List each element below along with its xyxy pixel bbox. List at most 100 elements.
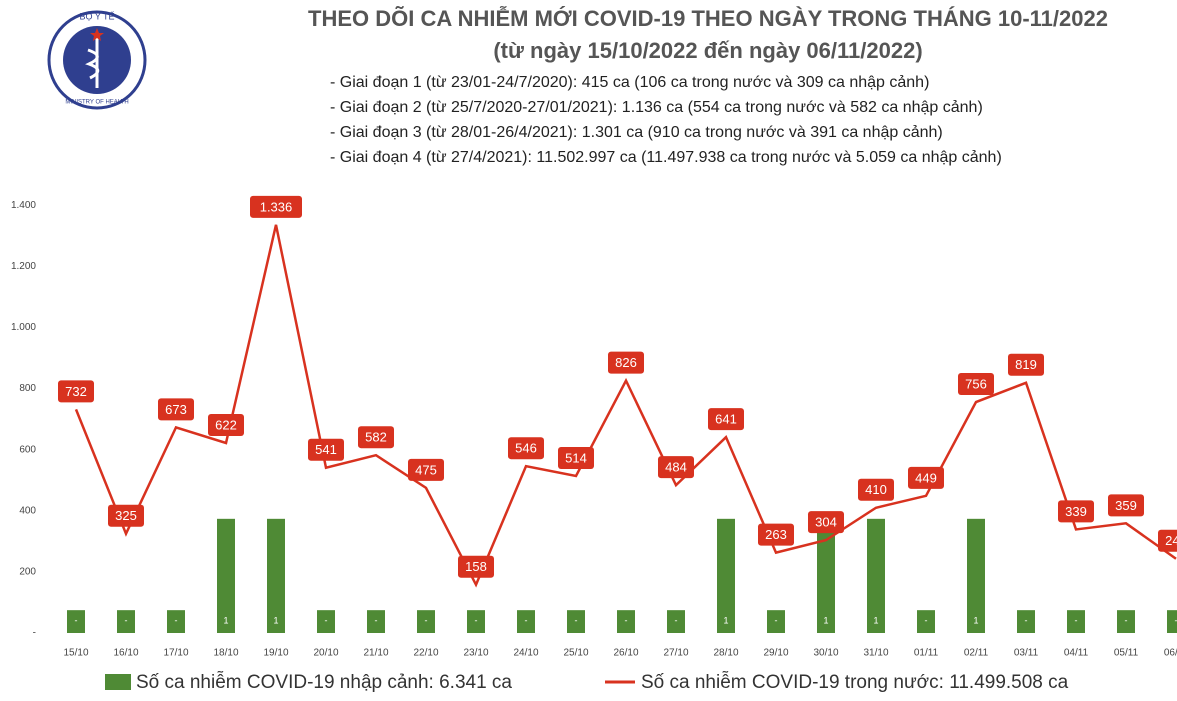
bar-label: - bbox=[75, 615, 78, 625]
chart-title: THEO DÕI CA NHIỄM MỚI COVID-19 THEO NGÀY… bbox=[308, 5, 1108, 31]
bar bbox=[567, 610, 585, 633]
data-label-box bbox=[508, 437, 544, 460]
bar-label: - bbox=[475, 615, 478, 625]
data-label-box bbox=[758, 523, 794, 546]
data-label: 826 bbox=[615, 355, 637, 370]
x-tick-label: 29/10 bbox=[763, 648, 788, 659]
data-label-box bbox=[250, 195, 302, 218]
annotation: - Giai đoạn 4 (từ 27/4/2021): 11.502.997… bbox=[330, 149, 1002, 166]
data-label: 514 bbox=[565, 450, 587, 465]
bar bbox=[517, 610, 535, 633]
legend-label: Số ca nhiễm COVID-19 trong nước: 11.499.… bbox=[641, 671, 1069, 693]
bar-label: - bbox=[175, 615, 178, 625]
x-tick-label: 01/11 bbox=[914, 648, 939, 659]
bar-label: - bbox=[425, 615, 428, 625]
data-label-box bbox=[958, 373, 994, 396]
bar-label: - bbox=[525, 615, 528, 625]
data-label-box bbox=[558, 446, 594, 469]
y-tick-label: 1.200 bbox=[11, 261, 36, 272]
bar-label: - bbox=[575, 615, 578, 625]
y-tick-label: 400 bbox=[19, 505, 36, 516]
data-label-box bbox=[908, 466, 944, 489]
logo-star bbox=[90, 28, 104, 41]
bar-label: - bbox=[375, 615, 378, 625]
bar-label: - bbox=[1025, 615, 1028, 625]
bar-label: - bbox=[1075, 615, 1078, 625]
bar bbox=[617, 610, 635, 633]
data-label: 673 bbox=[165, 402, 187, 417]
x-tick-label: 31/10 bbox=[863, 648, 888, 659]
legend-swatch bbox=[105, 674, 131, 690]
data-label: 243 bbox=[1165, 533, 1177, 548]
bar-label: 1 bbox=[273, 615, 278, 625]
bar-label: - bbox=[1175, 615, 1177, 625]
data-label: 325 bbox=[115, 508, 137, 523]
data-label-box bbox=[708, 408, 744, 431]
data-label: 263 bbox=[765, 527, 787, 542]
bar bbox=[417, 610, 435, 633]
annotation: - Giai đoạn 3 (từ 28/01-26/4/2021): 1.30… bbox=[330, 124, 943, 141]
x-tick-label: 28/10 bbox=[713, 648, 738, 659]
x-tick-label: 02/11 bbox=[964, 648, 989, 659]
bar bbox=[1067, 610, 1085, 633]
bar-label: - bbox=[925, 615, 928, 625]
y-tick-label: 600 bbox=[19, 444, 36, 455]
data-label-box bbox=[308, 438, 344, 461]
data-label-box bbox=[858, 478, 894, 501]
data-label: 541 bbox=[315, 442, 337, 457]
data-label: 622 bbox=[215, 417, 237, 432]
bar bbox=[1117, 610, 1135, 633]
bar bbox=[817, 518, 835, 633]
data-label-box bbox=[408, 458, 444, 481]
bar bbox=[317, 610, 335, 633]
data-label-box bbox=[58, 380, 94, 403]
data-label: 449 bbox=[915, 470, 937, 485]
bar-label: - bbox=[325, 615, 328, 625]
bar bbox=[467, 610, 485, 633]
x-tick-label: 30/10 bbox=[813, 648, 838, 659]
y-tick-label: 800 bbox=[19, 383, 36, 394]
data-label: 158 bbox=[465, 559, 487, 574]
data-label-box bbox=[1158, 529, 1177, 552]
data-label: 546 bbox=[515, 441, 537, 456]
data-label: 1.336 bbox=[260, 199, 293, 214]
bar-label: 1 bbox=[873, 615, 878, 625]
data-label-box bbox=[1058, 500, 1094, 523]
data-label: 475 bbox=[415, 462, 437, 477]
bar-label: - bbox=[1125, 615, 1128, 625]
x-tick-label: 05/11 bbox=[1114, 648, 1139, 659]
y-tick-label: 1.400 bbox=[11, 200, 36, 211]
data-label-box bbox=[608, 351, 644, 374]
bar bbox=[67, 610, 85, 633]
bar-label: - bbox=[775, 615, 778, 625]
logo-text: BỘ Y TẾ bbox=[79, 11, 114, 21]
bar bbox=[717, 518, 735, 633]
bar bbox=[1017, 610, 1035, 633]
x-tick-label: 03/11 bbox=[1014, 648, 1039, 659]
logo: BỘ Y TẾ MINISTRY OF HEALTH bbox=[47, 10, 147, 110]
data-label-box bbox=[108, 504, 144, 527]
data-label-box bbox=[158, 398, 194, 421]
bar bbox=[167, 610, 185, 633]
x-tick-label: 06/11 bbox=[1164, 648, 1177, 659]
x-tick-label: 16/10 bbox=[113, 648, 138, 659]
x-tick-label: 26/10 bbox=[613, 648, 638, 659]
data-label-box bbox=[808, 511, 844, 534]
data-label-box bbox=[358, 426, 394, 449]
data-label: 756 bbox=[965, 376, 987, 391]
bar bbox=[867, 518, 885, 633]
data-label: 410 bbox=[865, 482, 887, 497]
bar bbox=[267, 518, 285, 633]
x-tick-label: 18/10 bbox=[213, 648, 238, 659]
bar bbox=[1167, 610, 1177, 633]
bar bbox=[117, 610, 135, 633]
x-tick-label: 20/10 bbox=[313, 648, 338, 659]
data-label-box bbox=[458, 555, 494, 578]
legend-label: Số ca nhiễm COVID-19 nhập cảnh: 6.341 ca bbox=[136, 671, 512, 693]
x-tick-label: 04/11 bbox=[1064, 648, 1089, 659]
y-tick-label: 200 bbox=[19, 567, 36, 578]
chart-subtitle: (từ ngày 15/10/2022 đến ngày 06/11/2022) bbox=[493, 38, 922, 63]
annotation: - Giai đoạn 1 (từ 23/01-24/7/2020): 415 … bbox=[330, 74, 929, 91]
data-label: 304 bbox=[815, 515, 837, 530]
